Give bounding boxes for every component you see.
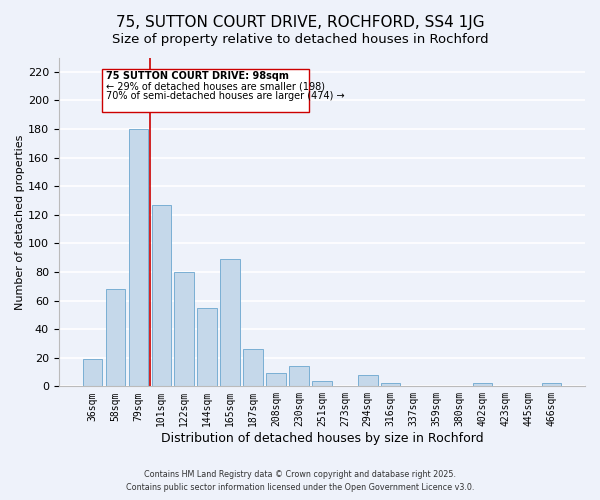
FancyBboxPatch shape (102, 69, 308, 112)
Bar (381, 384, 400, 386)
Text: Size of property relative to detached houses in Rochford: Size of property relative to detached ho… (112, 32, 488, 46)
Text: ← 29% of detached houses are smaller (198): ← 29% of detached houses are smaller (19… (106, 81, 325, 91)
Bar (289, 366, 308, 386)
Bar (83, 359, 102, 386)
Text: Contains HM Land Registry data © Crown copyright and database right 2025.
Contai: Contains HM Land Registry data © Crown c… (126, 470, 474, 492)
Bar (473, 384, 492, 386)
Bar (266, 374, 286, 386)
Bar (243, 349, 263, 387)
Bar (197, 308, 217, 386)
Bar (128, 129, 148, 386)
Bar (542, 384, 561, 386)
Bar (152, 205, 171, 386)
Y-axis label: Number of detached properties: Number of detached properties (15, 134, 25, 310)
Bar (358, 375, 377, 386)
Bar (106, 289, 125, 386)
Text: 75 SUTTON COURT DRIVE: 98sqm: 75 SUTTON COURT DRIVE: 98sqm (106, 71, 289, 81)
Bar (175, 272, 194, 386)
Bar (220, 259, 240, 386)
X-axis label: Distribution of detached houses by size in Rochford: Distribution of detached houses by size … (161, 432, 483, 445)
Text: 70% of semi-detached houses are larger (474) →: 70% of semi-detached houses are larger (… (106, 91, 345, 101)
Text: 75, SUTTON COURT DRIVE, ROCHFORD, SS4 1JG: 75, SUTTON COURT DRIVE, ROCHFORD, SS4 1J… (116, 15, 484, 30)
Bar (312, 380, 332, 386)
